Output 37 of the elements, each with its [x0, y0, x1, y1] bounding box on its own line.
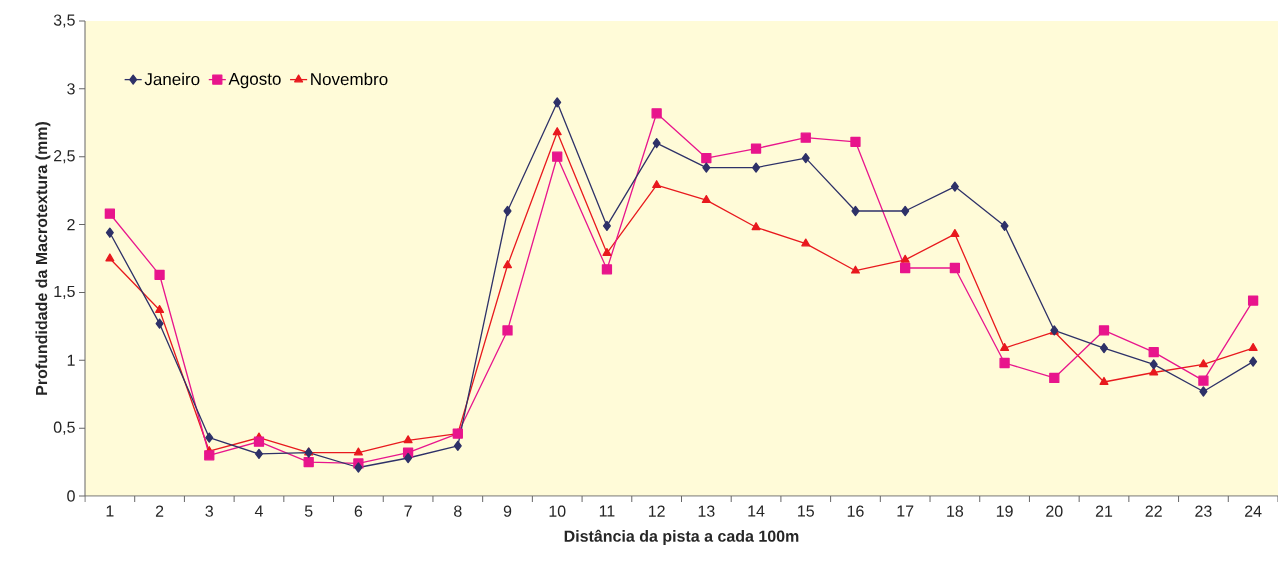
y-tick-label: 2,5 — [54, 150, 75, 164]
x-tick-label: 4 — [254, 505, 263, 517]
x-tick-label: 2 — [155, 505, 164, 517]
x-tick-label: 24 — [1245, 505, 1262, 517]
x-tick-label: 17 — [897, 505, 914, 517]
x-tick-label: 7 — [404, 505, 412, 517]
x-tick-label: 18 — [947, 505, 964, 517]
x-tick-label: 21 — [1095, 505, 1113, 517]
x-tick-label: 5 — [304, 505, 313, 517]
y-tick-label: 3 — [67, 83, 75, 95]
x-tick-label: 23 — [1195, 505, 1212, 517]
y-axis-title: Profundidade da Macrotextura (mm) — [35, 121, 51, 395]
legend-label: Novembro — [311, 72, 388, 86]
x-tick-label: 15 — [798, 505, 814, 517]
x-tick-label: 1 — [106, 505, 114, 517]
x-tick-label: 9 — [503, 505, 512, 517]
x-tick-label: 22 — [1145, 505, 1162, 517]
y-tick-label: 0,5 — [53, 421, 75, 435]
legend-label: Agosto — [228, 73, 281, 89]
x-tick-label: 14 — [748, 505, 765, 517]
x-tick-label: 20 — [1046, 505, 1063, 517]
x-tick-label: 8 — [454, 505, 462, 517]
x-tick-label: 13 — [698, 505, 715, 517]
legend-label: Janeiro — [144, 72, 200, 86]
y-tick-label: 3,5 — [53, 14, 75, 28]
x-tick-label: 3 — [205, 505, 214, 517]
y-tick-label: 1 — [67, 354, 75, 366]
y-tick-label: 0 — [67, 490, 75, 502]
x-tick-label: 16 — [847, 505, 864, 517]
y-tick-label: 2 — [67, 218, 75, 231]
y-tick-label: 1,5 — [54, 285, 75, 299]
x-tick-label: 6 — [354, 505, 363, 517]
x-tick-label: 19 — [996, 505, 1013, 517]
x-tick-label: 10 — [549, 505, 566, 517]
x-tick-label: 12 — [648, 505, 665, 517]
x-axis-title: Distância da pista a cada 100m — [564, 529, 799, 545]
x-tick-label: 11 — [599, 505, 615, 517]
